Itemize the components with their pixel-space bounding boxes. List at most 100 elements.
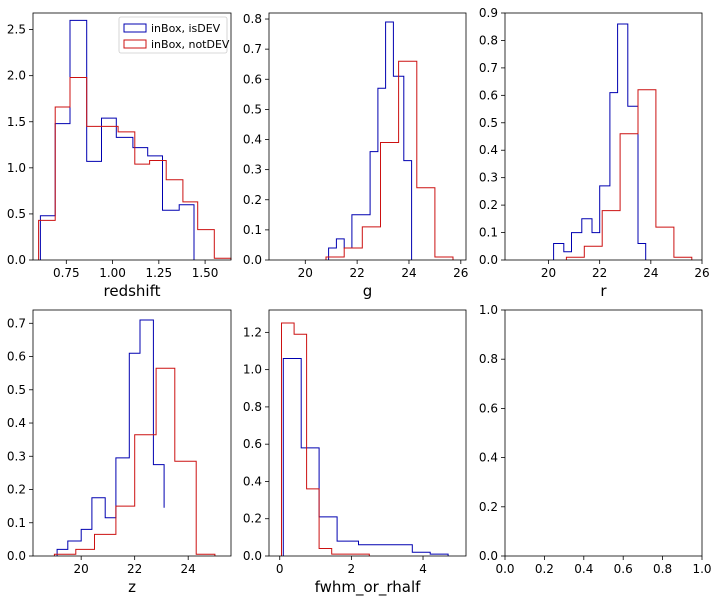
x-tick-label: 0.0 [495, 562, 514, 576]
x-tick-label: 2 [348, 562, 356, 576]
x-tick-label: 1.25 [145, 266, 172, 280]
y-tick-label: 0.0 [7, 253, 26, 267]
x-axis-label: z [128, 578, 136, 596]
subplot-3: 20 22 24 26 0.0 0.1 0.2 0.3 0.4 0.5 0.6 0.7 0.8 0.9 r [479, 6, 710, 300]
y-tick-label: 0.0 [479, 549, 498, 563]
x-tick-label: 22 [592, 266, 607, 280]
x-tick-label: 22 [127, 562, 142, 576]
axes-frame [504, 309, 703, 557]
y-tick-label: 0.5 [243, 102, 262, 116]
axes-frame [268, 309, 467, 557]
y-tick-label: 1.0 [243, 363, 262, 377]
x-tick-label: 24 [401, 266, 416, 280]
x-tick-label: 1.00 [99, 266, 126, 280]
y-tick-label: 0.5 [7, 383, 26, 397]
series-isdev-histogram [328, 21, 413, 260]
series-notdev-histogram [38, 77, 232, 260]
y-tick-label: 1.5 [7, 115, 26, 129]
x-tick-label: 0.75 [53, 266, 80, 280]
y-tick-label: 0.6 [243, 437, 262, 451]
y-tick-label: 0.1 [7, 516, 26, 530]
x-tick-label: 26 [694, 266, 709, 280]
x-tick-label: 22 [349, 266, 364, 280]
y-tick-label: 0.3 [243, 163, 262, 177]
y-tick-label: 0.7 [243, 42, 262, 56]
y-tick-label: 0.8 [479, 33, 498, 47]
legend: inBox, isDEV inBox, notDEV [118, 16, 230, 54]
y-tick-label: 0.8 [243, 400, 262, 414]
x-axis-label: g [363, 282, 373, 300]
y-tick-label: 0.0 [243, 549, 262, 563]
x-tick-label: 0 [276, 562, 284, 576]
y-tick-label: 0.1 [243, 223, 262, 237]
y-tick-label: 0.4 [479, 143, 498, 157]
x-tick-label: 20 [541, 266, 556, 280]
y-tick-label: 0.9 [479, 6, 498, 20]
series-notdev-histogram [281, 322, 370, 556]
x-tick-label: 24 [181, 562, 196, 576]
series-notdev-histogram [565, 89, 693, 260]
x-tick-label: 1.0 [692, 562, 711, 576]
axes-frame [504, 12, 703, 261]
y-tick-label: 0.2 [7, 483, 26, 497]
subplot-1: 0.75 1.00 1.25 1.50 0.0 0.5 1.0 1.5 2.0 2.5 redshi… [7, 12, 232, 300]
x-axis-label: r [600, 282, 607, 300]
y-tick-label: 0.8 [479, 352, 498, 366]
subplot-4: 20 22 24 0.0 0.1 0.2 0.3 0.4 0.5 0.6 0.7 z [7, 309, 232, 596]
y-tick-label: 0.6 [479, 88, 498, 102]
x-axis-label: fwhm_or_rhalf [315, 578, 422, 597]
axes-frame [32, 12, 232, 261]
y-tick-label: 0.4 [7, 416, 26, 430]
y-tick-label: 0.6 [7, 350, 26, 364]
y-tick-label: 0.4 [243, 474, 262, 488]
y-tick-label: 0.3 [7, 449, 26, 463]
legend-label-isdev: inBox, isDEV [151, 22, 221, 35]
series-isdev-histogram [39, 19, 195, 260]
y-tick-label: 0.5 [7, 207, 26, 221]
legend-swatch-notdev [123, 39, 147, 49]
y-tick-label: 0.2 [243, 193, 262, 207]
y-tick-label: 0.2 [479, 500, 498, 514]
x-tick-label: 4 [419, 562, 427, 576]
x-tick-label: 0.8 [653, 562, 672, 576]
subplot-2: 20 22 24 26 0.0 0.1 0.2 0.3 0.4 0.5 0.6 0.7 0.8 g [243, 12, 469, 300]
x-tick-label: 0.4 [574, 562, 593, 576]
y-tick-label: 1.0 [479, 303, 498, 317]
axes-frame [268, 12, 467, 261]
series-notdev-histogram [325, 60, 454, 260]
x-tick-label: 20 [298, 266, 313, 280]
y-tick-label: 0.2 [243, 512, 262, 526]
series-notdev-histogram [53, 367, 216, 556]
y-tick-label: 0.0 [243, 253, 262, 267]
y-tick-label: 1.2 [243, 325, 262, 339]
y-tick-label: 0.2 [479, 198, 498, 212]
y-tick-label: 0.7 [479, 61, 498, 75]
y-tick-label: 0.4 [243, 133, 262, 147]
series-isdev-histogram [553, 23, 647, 260]
y-tick-label: 0.6 [479, 401, 498, 415]
x-tick-label: 0.2 [535, 562, 554, 576]
subplot-6: 0.0 0.2 0.4 0.6 0.8 1.0 0.0 0.2 0.4 0.6 0.8 1.0 [479, 303, 712, 576]
y-tick-label: 0.0 [7, 549, 26, 563]
subplot-5: 0 2 4 0.0 0.2 0.4 0.6 0.8 1.0 1.2 fwhm_or_rhalf [243, 309, 467, 597]
y-tick-label: 0.1 [479, 226, 498, 240]
y-tick-label: 2.5 [7, 23, 26, 37]
legend-swatch-isdev [123, 23, 147, 33]
x-tick-label: 26 [453, 266, 468, 280]
x-tick-label: 1.50 [192, 266, 219, 280]
y-tick-label: 0.6 [243, 72, 262, 86]
y-tick-label: 0.3 [479, 171, 498, 185]
axes-frame [32, 309, 232, 557]
series-isdev-histogram [282, 358, 449, 556]
y-tick-label: 0.5 [479, 116, 498, 130]
x-axis-label: redshift [104, 282, 161, 300]
y-tick-label: 1.0 [7, 161, 26, 175]
x-tick-label: 24 [643, 266, 658, 280]
series-isdev-histogram [56, 319, 165, 556]
y-tick-label: 0.7 [7, 316, 26, 330]
y-tick-label: 0.4 [479, 451, 498, 465]
y-tick-label: 0.8 [243, 12, 262, 26]
legend-label-notdev: inBox, notDEV [151, 38, 230, 51]
y-tick-label: 2.0 [7, 69, 26, 83]
